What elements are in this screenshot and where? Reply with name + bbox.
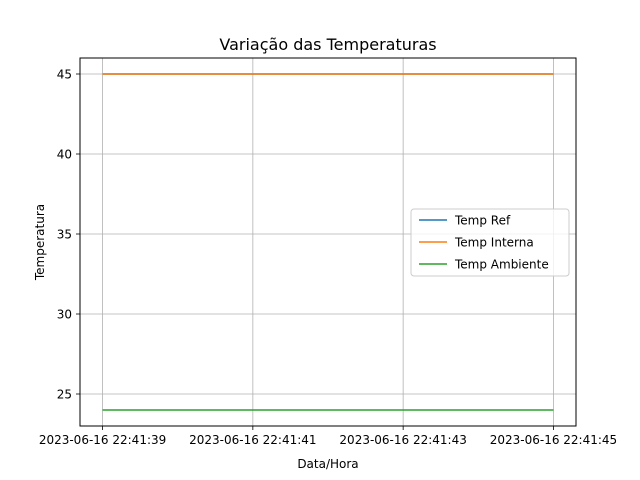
x-ticks: 2023-06-16 22:41:39 2023-06-16 22:41:41 20… bbox=[39, 426, 617, 447]
y-tick-label: 30 bbox=[57, 308, 72, 322]
x-axis-label: Data/Hora bbox=[297, 457, 358, 471]
x-tick-label: 2023-06-16 22:41:41 bbox=[189, 433, 316, 447]
series-lines bbox=[102, 73, 554, 411]
legend: Temp Ref Temp Interna Temp Ambiente bbox=[410, 208, 570, 277]
x-tick-label: 2023-06-16 22:41:45 bbox=[490, 433, 617, 447]
y-tick-label: 25 bbox=[57, 388, 72, 402]
legend-label-temp-interna: Temp Interna bbox=[454, 236, 534, 250]
y-ticks: 25 30 35 40 45 bbox=[57, 68, 80, 402]
y-tick-label: 45 bbox=[57, 68, 72, 82]
y-tick-label: 35 bbox=[57, 228, 72, 242]
chart-title: Variação das Temperaturas bbox=[219, 35, 436, 54]
legend-label-temp-ref: Temp Ref bbox=[454, 214, 511, 228]
y-tick-label: 40 bbox=[57, 148, 72, 162]
x-tick-label: 2023-06-16 22:41:43 bbox=[339, 433, 466, 447]
legend-box bbox=[410, 208, 570, 277]
plot-frame bbox=[79, 57, 577, 427]
y-axis-label: Temperatura bbox=[33, 204, 47, 281]
x-tick-label: 2023-06-16 22:41:39 bbox=[39, 433, 166, 447]
legend-label-temp-ambiente: Temp Ambiente bbox=[454, 258, 549, 272]
